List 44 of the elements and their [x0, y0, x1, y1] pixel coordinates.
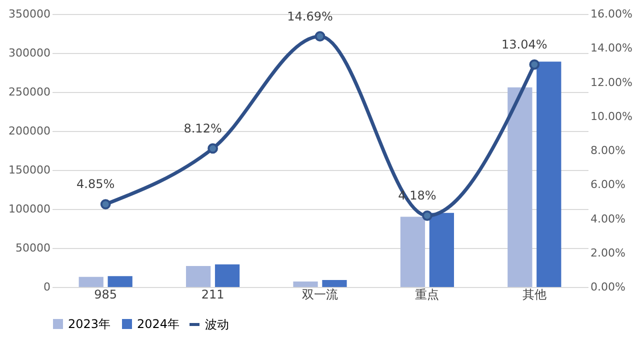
y-tick-label: 300000: [8, 46, 50, 60]
x-tick-label: 其他: [522, 288, 546, 302]
bar: [400, 216, 426, 287]
y-tick-label: 50000: [16, 242, 50, 254]
legend-label: 波动: [205, 318, 229, 332]
y2-tick-label: 8.00%: [590, 144, 626, 157]
y-tick-label: 200000: [8, 124, 50, 138]
y2-tick-label: 0.00%: [590, 280, 626, 294]
y-tick-label: 100000: [8, 202, 50, 216]
x-tick-label: 双一流: [302, 288, 338, 302]
data-label: 8.12%: [184, 121, 222, 136]
y2-tick-label: 14.00%: [590, 42, 632, 55]
x-tick-label: 985: [94, 288, 118, 302]
legend-label: 2024年: [137, 317, 180, 331]
point: [314, 31, 326, 42]
y2-tick-label: 2.00%: [590, 246, 626, 260]
point: [208, 143, 218, 154]
y-tick-label: 350000: [8, 8, 50, 20]
legend-label: 2023年: [68, 317, 111, 331]
bar: [322, 280, 347, 287]
bar: [293, 282, 318, 287]
x-tick-label: 211: [201, 288, 224, 302]
y2-tick-label: 12.00%: [590, 76, 632, 89]
point: [100, 199, 111, 210]
y-tick-label: 150000: [8, 164, 50, 176]
point: [422, 210, 432, 221]
bar: [536, 62, 562, 287]
bar: [429, 212, 454, 287]
data-label: 13.04%: [502, 38, 548, 52]
y-tick-label: 250000: [8, 86, 50, 98]
point: [529, 59, 540, 70]
bar: [214, 264, 240, 287]
data-label: 4.85%: [76, 177, 115, 192]
y2-tick-label: 16.00%: [590, 8, 632, 20]
data-label: 14.69%: [287, 9, 333, 24]
y-tick-label: 0: [44, 280, 50, 294]
bar: [108, 276, 132, 287]
y2-tick-label: 4.00%: [590, 212, 626, 226]
y2-tick-label: 6.00%: [590, 178, 626, 192]
x-tick-label: 重点: [415, 288, 440, 302]
bar: [508, 87, 532, 287]
bar: [186, 266, 211, 287]
bar: [78, 276, 104, 287]
y2-tick-label: 10.00%: [590, 110, 632, 123]
